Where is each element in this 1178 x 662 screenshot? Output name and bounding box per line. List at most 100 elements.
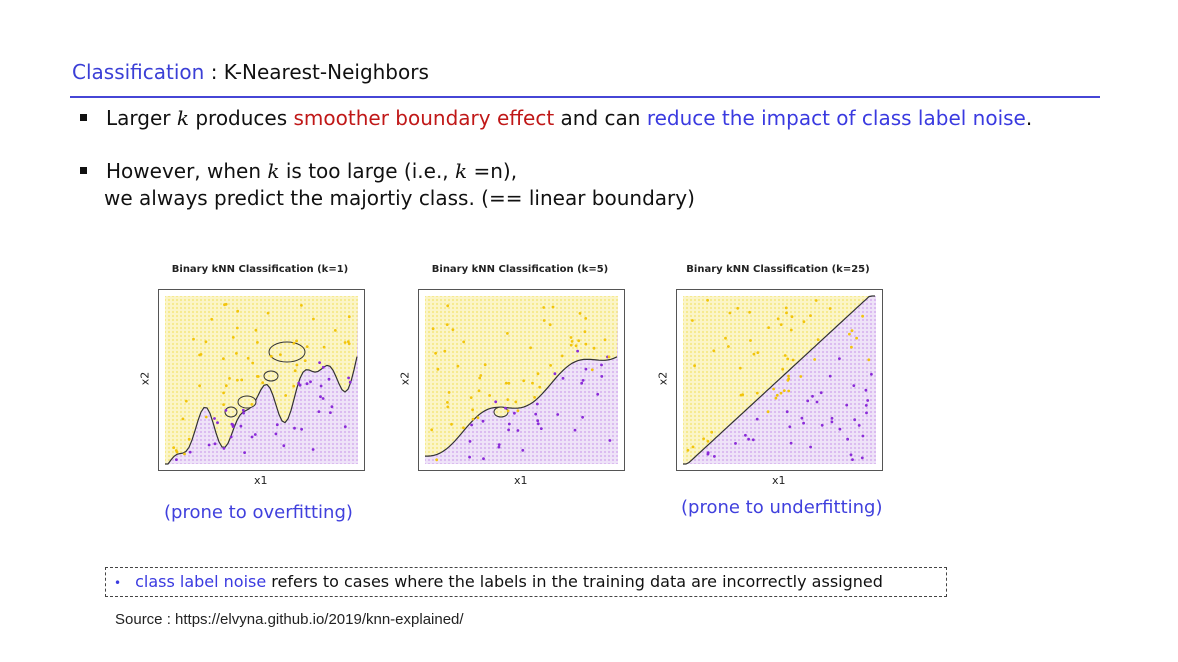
sample-point <box>600 375 604 378</box>
sample-point <box>867 358 871 362</box>
sample-point <box>748 310 751 314</box>
sample-point <box>175 450 179 454</box>
sample-point <box>802 320 806 324</box>
bullet-marker <box>80 167 87 174</box>
sample-point <box>548 323 552 327</box>
sample-point <box>864 388 868 392</box>
sample-point <box>713 455 716 458</box>
sample-point <box>222 391 225 395</box>
plot-area <box>676 289 883 471</box>
sample-point <box>551 305 555 309</box>
sample-point <box>561 376 565 380</box>
boundary-island <box>224 406 238 418</box>
sample-point <box>706 298 709 302</box>
decision-boundary-plot <box>425 296 618 464</box>
sample-point <box>849 453 853 457</box>
sample-point <box>560 354 564 358</box>
sample-point <box>766 410 770 414</box>
sample-point <box>192 337 195 341</box>
sample-point <box>747 437 750 441</box>
sample-point <box>576 349 579 353</box>
definition-note: • class label noise refers to cases where… <box>105 567 947 597</box>
sample-point <box>347 342 351 346</box>
sample-point <box>806 399 810 403</box>
sample-point <box>347 376 350 380</box>
sample-point <box>534 412 538 416</box>
sample-point <box>580 381 584 385</box>
sample-point <box>516 409 520 413</box>
sample-point <box>471 408 474 412</box>
sample-point <box>462 426 465 430</box>
sample-point <box>445 323 449 326</box>
plot-title: Binary kNN Classification (k=25) <box>686 264 870 275</box>
sample-point <box>497 443 501 446</box>
title-subtopic: K-Nearest-Neighbors <box>223 60 429 84</box>
sample-point <box>850 329 854 332</box>
sample-point <box>855 336 858 340</box>
sample-point <box>850 345 853 349</box>
boundary-island <box>237 395 257 409</box>
sample-point <box>447 391 451 394</box>
sample-point <box>504 381 508 385</box>
sample-point <box>239 424 243 428</box>
sample-point <box>584 367 588 371</box>
sample-point <box>816 338 820 341</box>
sample-point <box>483 363 487 367</box>
sample-point <box>506 332 509 335</box>
sample-point <box>608 439 612 442</box>
sample-point <box>507 428 510 432</box>
sample-point <box>819 391 823 395</box>
sample-point <box>319 384 323 388</box>
sample-point <box>504 406 507 410</box>
sample-point <box>536 422 540 426</box>
sample-point <box>253 433 257 436</box>
sample-point <box>213 442 217 446</box>
sample-point <box>600 363 603 367</box>
x-axis-label: x1 <box>514 474 528 487</box>
sample-point <box>776 317 780 321</box>
sample-point <box>282 444 286 448</box>
sample-point <box>488 394 491 397</box>
sample-point <box>430 428 434 432</box>
sample-point <box>443 349 447 353</box>
class-region-yellow <box>683 296 876 464</box>
sample-point <box>507 381 511 385</box>
sample-point <box>800 416 804 420</box>
slide-title: Classification : K-Nearest-Neighbors <box>72 60 429 84</box>
sample-point <box>231 336 235 339</box>
sample-point <box>596 392 600 396</box>
sample-point <box>531 381 534 385</box>
sample-point <box>790 315 794 319</box>
sample-point <box>469 396 473 399</box>
sample-point <box>727 345 730 348</box>
sample-point <box>789 441 793 445</box>
sample-point <box>450 422 453 426</box>
sample-point <box>292 341 296 345</box>
sample-point <box>577 339 581 343</box>
sample-point <box>468 455 471 459</box>
sample-point <box>222 447 226 450</box>
sample-point <box>535 402 539 406</box>
sample-point <box>343 341 347 344</box>
sample-point <box>321 397 325 400</box>
decision-boundary-plot <box>165 296 358 465</box>
sample-point <box>184 399 188 403</box>
sample-point <box>782 389 786 392</box>
sample-point <box>529 346 532 350</box>
sample-point <box>592 346 596 350</box>
sample-point <box>321 365 325 369</box>
sample-point <box>431 327 435 331</box>
sample-point <box>734 442 737 445</box>
sample-point <box>738 366 742 370</box>
sample-point <box>542 306 546 309</box>
boundary-island <box>268 341 306 363</box>
sample-point <box>235 326 239 330</box>
sample-point <box>318 361 321 364</box>
sample-point <box>756 351 760 354</box>
sample-point <box>446 405 450 409</box>
sample-point <box>569 343 573 347</box>
sample-point <box>785 311 788 315</box>
note-text: refers to cases where the labels in the … <box>266 572 883 591</box>
sample-point <box>172 446 176 449</box>
bullet-text: However, when <box>106 159 268 183</box>
